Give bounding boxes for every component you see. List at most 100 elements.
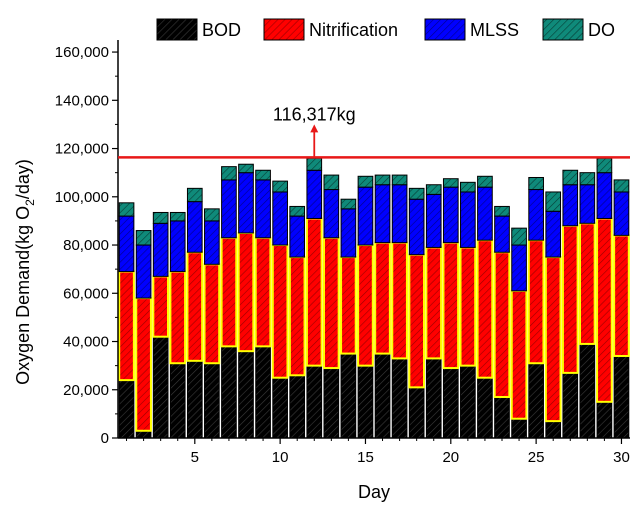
bar-hatch — [578, 222, 596, 345]
bar-hatch — [528, 189, 544, 241]
bar-bod-day-5 — [186, 360, 203, 439]
bar-hatch — [169, 211, 186, 222]
bar-hatch — [152, 275, 170, 338]
bar-bod-day-20 — [442, 367, 459, 439]
bar-do-day-11 — [289, 205, 306, 217]
bar-bod-day-17 — [391, 357, 408, 439]
bar-mlss-day-2 — [135, 244, 152, 299]
bar-bod-day-2 — [135, 430, 152, 439]
bar-do-day-13 — [323, 174, 340, 191]
bar-do-day-28 — [579, 172, 596, 186]
bar-hatch — [425, 246, 443, 360]
bar-nitrification-day-9 — [254, 236, 272, 348]
bar-hatch — [204, 362, 220, 439]
bar-hatch — [323, 174, 340, 191]
legend-label: BOD — [202, 20, 241, 40]
bar-mlss-day-5 — [186, 201, 203, 253]
bar-mlss-day-24 — [511, 244, 527, 292]
bar-hatch — [528, 176, 544, 191]
bar-hatch — [135, 244, 152, 299]
bar-bod-day-14 — [340, 353, 357, 439]
bar-hatch — [221, 345, 237, 439]
axes: 0 20,000 40,000 60,000 80,000 100,000 120,000 1… — [55, 40, 630, 466]
reference-arrow-head — [310, 124, 319, 133]
x-tick-label: 25 — [528, 449, 545, 466]
bar-hatch — [340, 256, 357, 355]
bar-hatch — [220, 236, 238, 348]
bar-mlss-day-15 — [357, 186, 374, 246]
bar-hatch — [494, 205, 510, 217]
bar-hatch — [460, 191, 476, 248]
bar-hatch — [306, 157, 323, 171]
bar-hatch — [425, 357, 442, 439]
bar-bod-day-22 — [477, 377, 493, 439]
bar-bod-day-15 — [357, 365, 374, 439]
bar-hatch — [442, 178, 459, 188]
bar-hatch — [357, 186, 374, 246]
bar-nitrification-day-23 — [493, 251, 511, 398]
bar-hatch — [272, 180, 288, 193]
bar-mlss-day-10 — [272, 191, 288, 246]
bar-nitrification-day-30 — [613, 234, 630, 357]
bar-do-day-4 — [169, 211, 186, 222]
bar-hatch — [255, 169, 271, 181]
bar-hatch — [118, 215, 135, 273]
x-tick-label: 20 — [442, 449, 459, 466]
bar-hatch — [561, 224, 579, 374]
bar-hatch — [613, 355, 630, 439]
bar-hatch — [408, 253, 426, 389]
bar-mlss-day-8 — [238, 172, 254, 234]
bar-mlss-day-30 — [613, 191, 630, 236]
bar-nitrification-day-4 — [169, 270, 187, 365]
bar-hatch — [272, 191, 288, 246]
bar-hatch — [545, 210, 562, 258]
bar-hatch — [613, 179, 630, 193]
bar-hatch — [511, 244, 527, 292]
bar-hatch — [374, 184, 391, 244]
bar-nitrification-day-21 — [459, 246, 477, 367]
bar-hatch — [425, 193, 442, 248]
legend-label: MLSS — [470, 20, 519, 40]
bar-hatch — [135, 430, 152, 439]
bar-bod-day-9 — [255, 345, 271, 439]
y-tick-label: 120,000 — [55, 141, 109, 158]
bar-bod-day-11 — [289, 374, 306, 439]
bar-do-day-20 — [442, 178, 459, 188]
bar-hatch — [323, 367, 340, 439]
bar-hatch — [306, 365, 323, 439]
bar-hatch — [596, 172, 613, 219]
legend-swatch — [263, 18, 305, 41]
bar-hatch — [289, 205, 306, 217]
bar-hatch — [118, 270, 135, 382]
bar-bod-day-26 — [545, 420, 562, 439]
bar-do-day-21 — [460, 181, 476, 193]
bar-bod-day-7 — [221, 345, 237, 439]
legend-item-nitrification: Nitrification — [263, 18, 398, 41]
bar-hatch — [596, 217, 613, 403]
bar-hatch — [511, 227, 527, 246]
legend-swatch — [156, 18, 198, 41]
bar-mlss-day-14 — [340, 208, 357, 258]
bar-mlss-day-29 — [596, 172, 613, 219]
bar-hatch — [305, 217, 323, 367]
bar-nitrification-day-3 — [152, 275, 170, 338]
bar-hatch — [152, 222, 169, 277]
bar-do-day-24 — [511, 227, 527, 246]
bar-nitrification-day-18 — [408, 253, 426, 389]
bar-hatch — [221, 179, 237, 239]
bar-mlss-day-16 — [374, 184, 391, 244]
bar-bod-day-28 — [579, 343, 596, 439]
bar-do-day-18 — [408, 187, 425, 200]
bar-nitrification-day-19 — [425, 246, 443, 360]
bar-mlss-day-9 — [255, 179, 271, 239]
bar-do-day-9 — [255, 169, 271, 181]
bar-mlss-day-21 — [460, 191, 476, 248]
bar-hatch — [340, 208, 357, 258]
bar-hatch — [357, 365, 374, 439]
bar-hatch — [186, 251, 204, 362]
bar-hatch — [186, 187, 203, 203]
bar-do-day-25 — [528, 176, 544, 191]
y-tick-label: 80,000 — [63, 237, 109, 254]
legend-label: Nitrification — [309, 20, 398, 40]
bar-hatch — [135, 230, 152, 246]
